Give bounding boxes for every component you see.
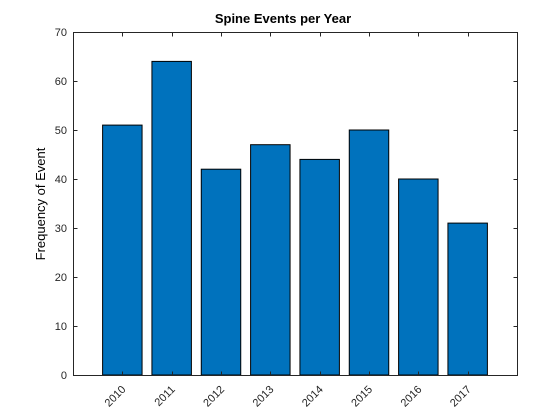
bar-2017 [447,222,488,376]
axes-group [73,32,518,376]
y-tick-label: 10 [55,321,67,333]
y-tick-label: 60 [55,76,67,88]
bar-2012 [200,168,242,376]
x-tick-label: 2015 [349,384,375,410]
bar-2013 [250,144,291,376]
x-tick-label: 2016 [399,384,425,410]
bar-2011 [151,60,192,376]
y-tick-label: 20 [55,272,67,284]
bar-2016 [398,178,439,376]
x-tick-label: 2013 [251,384,277,410]
bar-2010 [102,124,143,376]
y-tick-label: 70 [55,27,67,39]
x-tick-label: 2010 [103,384,129,410]
x-tick-label: 2014 [300,384,326,410]
x-tick-label: 2012 [201,384,227,410]
bars-group [102,60,488,376]
y-tick-label: 40 [55,174,67,186]
y-tick-label: 0 [61,370,67,382]
y-tick-label: 30 [55,223,67,235]
bar-2014 [299,158,340,376]
x-tick-label: 2011 [153,384,178,409]
plot-box [73,32,518,376]
x-tick-label: 2017 [448,384,474,410]
bar-2015 [348,129,390,376]
y-tick-label: 50 [55,125,67,137]
y-axis-label: Frequency of Event [33,147,48,260]
chart-title: Spine Events per Year [215,11,351,26]
